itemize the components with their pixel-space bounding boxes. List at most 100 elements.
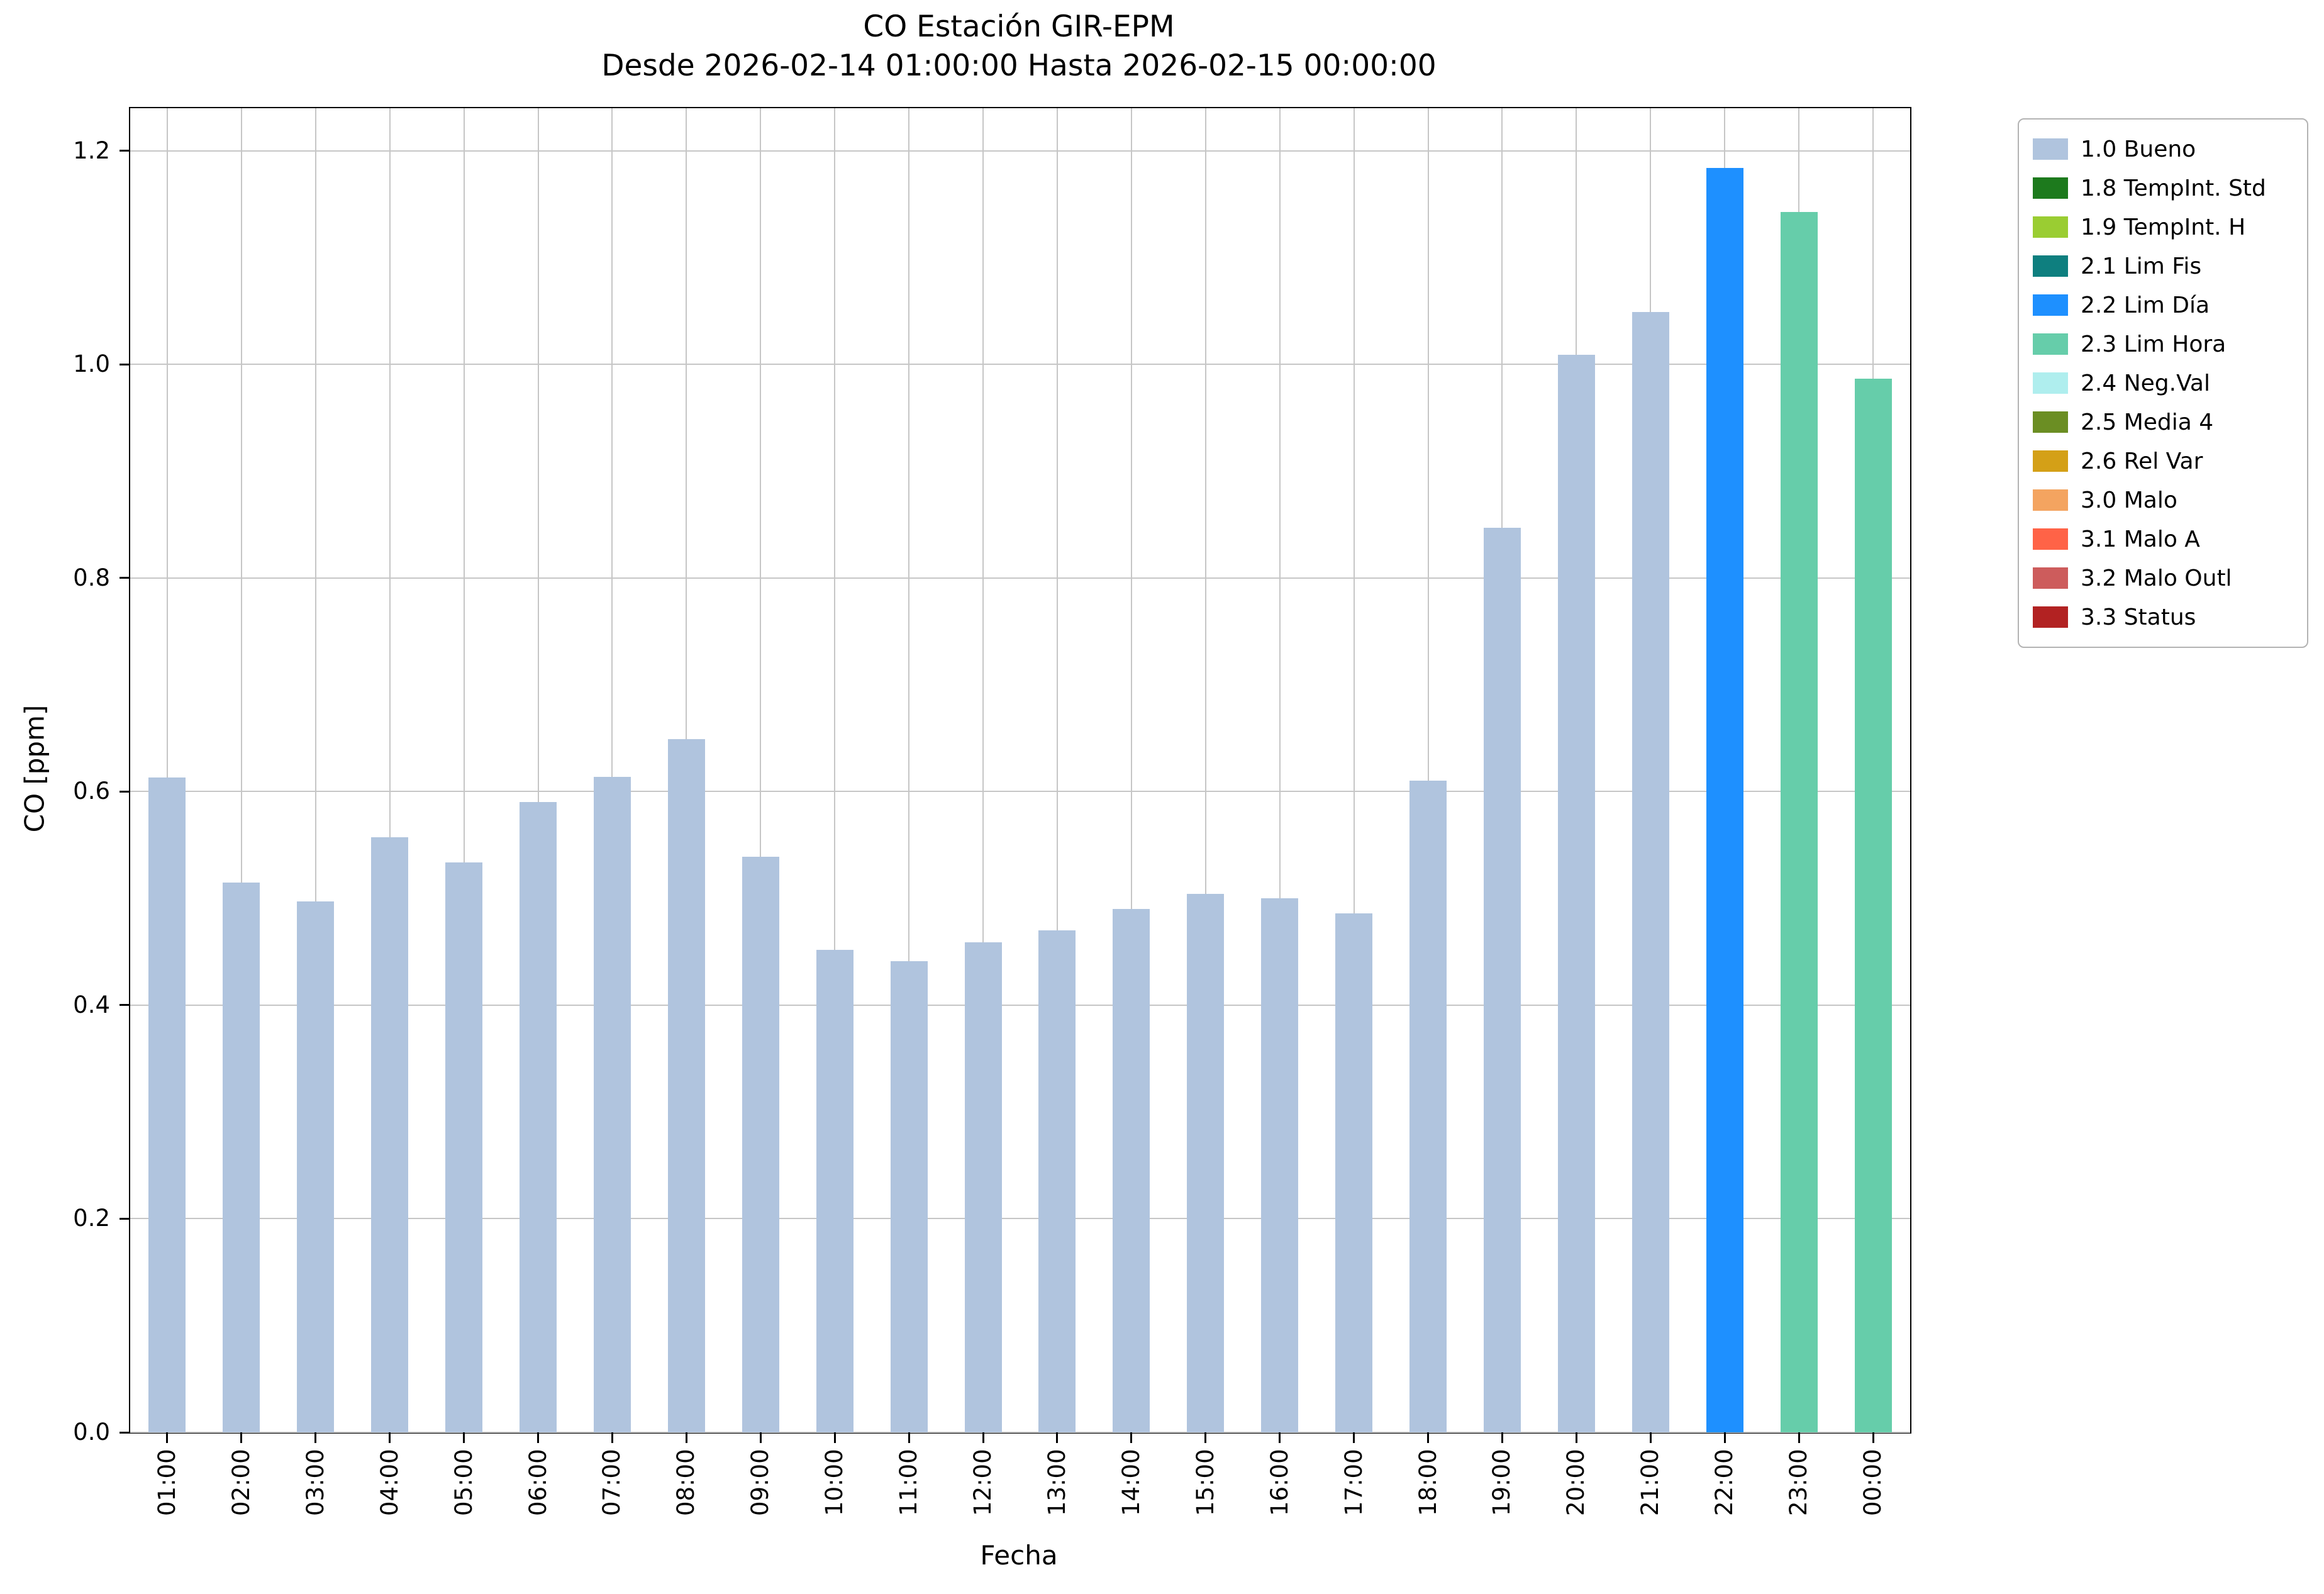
x-tick-mark	[1056, 1432, 1059, 1443]
y-tick-label: 1.2	[73, 137, 110, 164]
legend-swatch	[2033, 216, 2068, 238]
x-tick-label: 19:00	[1488, 1449, 1516, 1516]
v-gridline	[760, 108, 762, 1432]
x-tick-label: 16:00	[1265, 1449, 1293, 1516]
legend-swatch	[2033, 489, 2068, 511]
bar-04:00	[371, 837, 409, 1432]
x-tick-label: 09:00	[747, 1449, 774, 1516]
bar-21:00	[1632, 312, 1669, 1432]
v-gridline	[611, 108, 613, 1432]
bar-14:00	[1113, 909, 1150, 1432]
legend-item: 1.9 TempInt. H	[2033, 208, 2293, 247]
legend-item: 2.2 Lim Día	[2033, 286, 2293, 325]
x-tick-label: 06:00	[524, 1449, 552, 1516]
y-tick-mark	[120, 790, 130, 793]
v-gridline	[1130, 108, 1132, 1432]
v-gridline	[1056, 108, 1058, 1432]
x-tick-mark	[537, 1432, 540, 1443]
legend-item: 3.1 Malo A	[2033, 520, 2293, 559]
x-tick-label: 02:00	[227, 1449, 255, 1516]
h-gridline	[130, 1004, 1910, 1006]
legend-item: 1.0 Bueno	[2033, 130, 2293, 169]
y-tick-label: 1.0	[73, 350, 110, 378]
x-tick-label: 04:00	[375, 1449, 403, 1516]
legend-label: 1.9 TempInt. H	[2081, 214, 2246, 240]
legend-swatch	[2033, 567, 2068, 589]
h-gridline	[130, 1432, 1910, 1433]
legend-label: 2.3 Lim Hora	[2081, 331, 2227, 357]
x-axis-label: Fecha	[980, 1540, 1058, 1571]
chart-title: CO Estación GIR-EPM	[863, 9, 1175, 44]
y-tick-mark	[120, 363, 130, 365]
x-tick-label: 15:00	[1191, 1449, 1219, 1516]
v-gridline	[1204, 108, 1206, 1432]
x-tick-mark	[389, 1432, 391, 1443]
y-tick-label: 0.8	[73, 564, 110, 591]
x-tick-label: 14:00	[1117, 1449, 1145, 1516]
x-tick-mark	[982, 1432, 984, 1443]
x-tick-mark	[1427, 1432, 1430, 1443]
x-tick-label: 11:00	[895, 1449, 923, 1516]
bar-15:00	[1187, 894, 1225, 1432]
x-tick-label: 07:00	[598, 1449, 626, 1516]
x-tick-mark	[611, 1432, 613, 1443]
x-tick-label: 21:00	[1637, 1449, 1664, 1516]
x-tick-mark	[1204, 1432, 1207, 1443]
bar-00:00	[1854, 378, 1892, 1432]
legend-item: 1.8 TempInt. Std	[2033, 169, 2293, 208]
x-tick-label: 05:00	[450, 1449, 477, 1516]
bar-19:00	[1483, 528, 1521, 1432]
x-tick-mark	[1575, 1432, 1577, 1443]
bar-06:00	[520, 802, 557, 1432]
x-tick-mark	[685, 1432, 687, 1443]
legend-swatch	[2033, 333, 2068, 355]
bar-09:00	[742, 857, 779, 1432]
x-tick-label: 12:00	[969, 1449, 997, 1516]
legend-item: 3.2 Malo Outl	[2033, 559, 2293, 598]
x-tick-mark	[1723, 1432, 1726, 1443]
legend-label: 3.0 Malo	[2081, 487, 2177, 513]
legend-item: 2.3 Lim Hora	[2033, 325, 2293, 364]
x-tick-mark	[1798, 1432, 1800, 1443]
v-gridline	[240, 108, 242, 1432]
chart-subtitle: Desde 2026-02-14 01:00:00 Hasta 2026-02-…	[601, 48, 1437, 83]
bar-18:00	[1409, 781, 1447, 1432]
legend-swatch	[2033, 450, 2068, 472]
legend-swatch	[2033, 294, 2068, 316]
x-tick-mark	[314, 1432, 317, 1443]
bar-12:00	[964, 942, 1002, 1432]
legend-label: 3.3 Status	[2081, 604, 2196, 630]
v-gridline	[834, 108, 836, 1432]
legend-label: 2.5 Media 4	[2081, 409, 2214, 435]
legend-label: 3.2 Malo Outl	[2081, 565, 2232, 591]
v-gridline	[982, 108, 984, 1432]
title-block: CO Estación GIR-EPM Desde 2026-02-14 01:…	[129, 8, 1909, 86]
legend-swatch	[2033, 528, 2068, 550]
x-tick-mark	[759, 1432, 762, 1443]
y-tick-label: 0.4	[73, 991, 110, 1018]
h-gridline	[130, 150, 1910, 152]
x-tick-mark	[908, 1432, 910, 1443]
x-tick-label: 22:00	[1711, 1449, 1738, 1516]
legend-item: 2.5 Media 4	[2033, 403, 2293, 442]
x-tick-label: 10:00	[821, 1449, 848, 1516]
x-tick-label: 00:00	[1859, 1449, 1887, 1516]
x-tick-mark	[1649, 1432, 1652, 1443]
v-gridline	[1427, 108, 1429, 1432]
y-tick-mark	[120, 1004, 130, 1006]
v-gridline	[314, 108, 316, 1432]
v-gridline	[389, 108, 391, 1432]
bar-22:00	[1706, 168, 1743, 1432]
bar-02:00	[223, 882, 260, 1432]
legend-label: 1.8 TempInt. Std	[2081, 175, 2266, 201]
v-gridline	[166, 108, 168, 1432]
x-tick-mark	[166, 1432, 169, 1443]
plot-area: 0.0 0.2 0.4 0.6 0.8 1.0 1.2 01:00 02:00 03:00 04:0…	[73, 107, 1911, 1516]
v-gridline	[1353, 108, 1355, 1432]
bar-07:00	[593, 776, 631, 1432]
h-gridline	[130, 364, 1910, 365]
x-tick-mark	[1279, 1432, 1281, 1443]
y-axis-label: CO [ppm]	[19, 705, 50, 833]
x-tick-label: 17:00	[1340, 1449, 1367, 1516]
